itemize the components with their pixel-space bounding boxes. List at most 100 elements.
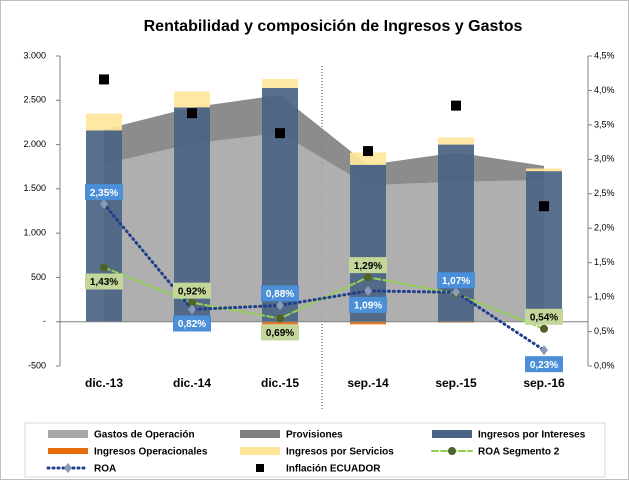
- data-label: 1,43%: [90, 277, 118, 288]
- bar: [438, 137, 474, 145]
- data-label-box: [437, 272, 475, 289]
- legend-marker: [448, 447, 456, 455]
- y2-tick-label: 0,0%: [594, 360, 615, 370]
- legend-label: Ingresos por Servicios: [286, 447, 394, 458]
- legend-item: Ingresos por Intereses: [432, 430, 586, 441]
- x-tick-label: sep.-16: [523, 376, 565, 390]
- legend-marker: [64, 463, 72, 473]
- data-label: 2,35%: [90, 188, 118, 199]
- line-marker: [100, 263, 108, 272]
- line-marker: [188, 298, 196, 307]
- data-label: 0,54%: [530, 312, 558, 323]
- legend-label: Ingresos Operacionales: [94, 447, 208, 458]
- line-marker: [276, 314, 284, 323]
- x-tick-label: sep.-15: [435, 376, 477, 390]
- legend-label: Ingresos por Intereses: [478, 430, 586, 441]
- line-marker: [188, 304, 196, 315]
- y2-tick-label: 3,5%: [594, 119, 615, 129]
- legend-swatch: [240, 430, 280, 438]
- bar: [86, 113, 122, 131]
- legend-box: [24, 422, 606, 478]
- line-marker: [540, 345, 548, 356]
- y-tick-label: 500: [31, 272, 46, 282]
- data-label: 0,88%: [266, 289, 294, 300]
- legend-item: ROA: [46, 463, 116, 475]
- x-tick-label: dic.-13: [85, 376, 123, 390]
- bar: [526, 168, 562, 172]
- x-tick-label: dic.-14: [173, 376, 211, 390]
- data-label-box: [261, 324, 299, 341]
- data-label: 0,23%: [530, 360, 558, 371]
- y-tick-label: -500: [28, 360, 46, 370]
- y2-tick-label: 0,5%: [594, 326, 615, 336]
- point: [539, 201, 549, 212]
- point: [363, 146, 373, 157]
- data-label: 0,69%: [266, 328, 294, 339]
- legend-item: Inflación ECUADOR: [256, 464, 381, 475]
- bar: [86, 130, 122, 322]
- legend-item: Provisiones: [240, 430, 343, 441]
- chart-title: Rentabilidad y composición de Ingresos y…: [144, 18, 523, 35]
- legend-swatch: [240, 447, 280, 455]
- legend-label: ROA Segmento 2: [478, 447, 560, 458]
- data-label-box: [85, 184, 123, 201]
- bar: [262, 87, 298, 322]
- legend-item: Gastos de Operación: [48, 430, 195, 441]
- bar: [262, 79, 298, 88]
- line-marker: [364, 285, 372, 296]
- data-label-box: [173, 282, 211, 299]
- line-marker: [276, 300, 284, 311]
- y-tick-label: 1.500: [23, 183, 46, 193]
- bar: [526, 171, 562, 322]
- line-marker: [452, 287, 460, 298]
- data-label-box: [349, 257, 387, 274]
- legend-swatch: [432, 430, 472, 438]
- y2-tick-label: 3,0%: [594, 154, 615, 164]
- legend-label: Provisiones: [286, 430, 343, 441]
- legend-label: ROA: [94, 464, 116, 475]
- point: [275, 128, 285, 139]
- legend-swatch: [48, 430, 88, 438]
- legend-label: Inflación ECUADOR: [286, 464, 381, 475]
- bar: [174, 91, 210, 108]
- bar: [262, 321, 298, 325]
- point: [451, 100, 461, 111]
- point: [187, 108, 197, 119]
- y-tick-label: 1.000: [23, 228, 46, 238]
- data-label-box: [525, 356, 563, 373]
- data-label: 0,92%: [178, 286, 206, 297]
- data-label: 1,09%: [354, 301, 382, 312]
- legend-label: Gastos de Operación: [94, 430, 195, 441]
- data-label-box: [85, 273, 123, 290]
- data-label-box: [261, 285, 299, 302]
- point: [99, 74, 109, 85]
- x-tick-label: sep.-14: [347, 376, 389, 390]
- line-marker: [540, 324, 548, 333]
- data-label: 1,07%: [442, 276, 470, 287]
- y-tick-label: 2.500: [23, 95, 46, 105]
- y2-tick-label: 2,0%: [594, 223, 615, 233]
- y2-tick-label: 4,0%: [594, 85, 615, 95]
- y2-tick-label: 1,5%: [594, 257, 615, 267]
- legend-item: Ingresos por Servicios: [240, 447, 394, 458]
- legend-swatch: [256, 464, 264, 472]
- legend-swatch: [48, 448, 88, 454]
- x-tick-label: dic.-15: [261, 376, 299, 390]
- y2-tick-label: 1,0%: [594, 291, 615, 301]
- data-label: 1,29%: [354, 261, 382, 272]
- legend-item: ROA Segmento 2: [431, 447, 560, 458]
- line-marker: [364, 273, 372, 282]
- y-tick-label: 2.000: [23, 139, 46, 149]
- bar: [350, 321, 386, 325]
- y-tick-label: 3.000: [23, 50, 46, 60]
- legend-item: Ingresos Operacionales: [48, 447, 208, 458]
- line-marker: [100, 199, 108, 210]
- y2-tick-label: 4,5%: [594, 50, 615, 60]
- area: [104, 133, 544, 322]
- bar: [350, 152, 386, 165]
- data-label-box: [173, 315, 211, 332]
- data-label-box: [349, 296, 387, 313]
- y2-tick-label: 2,5%: [594, 188, 615, 198]
- data-label-box: [525, 308, 563, 325]
